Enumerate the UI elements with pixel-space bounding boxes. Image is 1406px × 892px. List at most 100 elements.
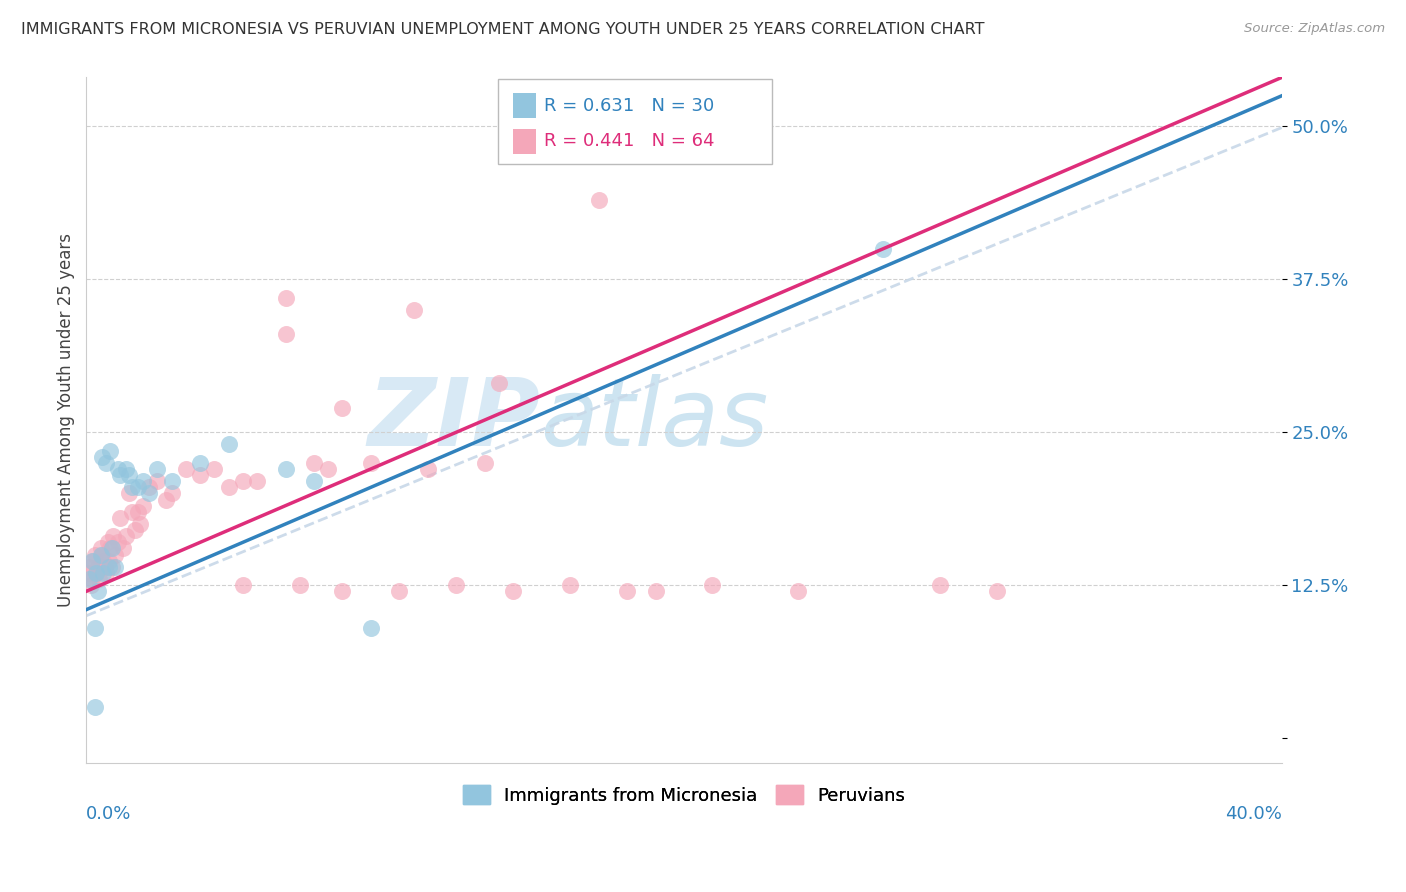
Point: [79, 578, 101, 592]
Point: [121, 505, 143, 519]
Text: 0.0%: 0.0%: [86, 805, 132, 823]
Point: [86, 559, 108, 574]
Point: [218, 437, 240, 451]
Point: [89, 548, 111, 562]
Point: [97, 535, 120, 549]
Point: [93, 566, 115, 580]
Legend: Immigrants from Micronesia, Peruvians: Immigrants from Micronesia, Peruvians: [456, 778, 912, 812]
Point: [416, 462, 439, 476]
Point: [83, 700, 105, 714]
Point: [360, 621, 382, 635]
Point: [104, 559, 127, 574]
Point: [101, 559, 124, 574]
Point: [101, 541, 124, 556]
Point: [103, 529, 125, 543]
Point: [100, 443, 122, 458]
Point: [160, 474, 183, 488]
Point: [127, 480, 149, 494]
Point: [402, 302, 425, 317]
Point: [332, 401, 354, 415]
Point: [146, 462, 169, 476]
Point: [96, 566, 118, 580]
Point: [188, 468, 211, 483]
Point: [316, 462, 339, 476]
Point: [115, 462, 138, 476]
Point: [110, 468, 132, 483]
Point: [82, 554, 104, 568]
Point: [702, 578, 724, 592]
Point: [246, 474, 269, 488]
Point: [80, 572, 103, 586]
Point: [83, 548, 105, 562]
Point: [98, 554, 121, 568]
Point: [118, 468, 141, 483]
Point: [160, 486, 183, 500]
Point: [502, 584, 524, 599]
Point: [616, 584, 638, 599]
Point: [87, 572, 110, 586]
Point: [986, 584, 1008, 599]
Point: [288, 578, 311, 592]
Point: [127, 505, 149, 519]
Point: [132, 499, 155, 513]
Point: [232, 474, 254, 488]
Point: [107, 462, 129, 476]
Point: [132, 474, 155, 488]
Point: [77, 559, 100, 574]
Point: [107, 535, 129, 549]
Point: [332, 584, 354, 599]
Point: [77, 572, 100, 586]
Point: [91, 548, 114, 562]
Point: [302, 456, 325, 470]
Point: [118, 486, 141, 500]
Point: [83, 621, 105, 635]
Point: [274, 462, 297, 476]
Point: [274, 327, 297, 342]
Point: [104, 548, 127, 562]
Point: [138, 486, 160, 500]
Point: [93, 554, 115, 568]
Text: ZIP: ZIP: [368, 374, 540, 466]
Point: [89, 541, 111, 556]
Point: [84, 566, 107, 580]
Text: Source: ZipAtlas.com: Source: ZipAtlas.com: [1244, 22, 1385, 36]
Point: [91, 450, 114, 464]
Point: [94, 559, 117, 574]
Point: [84, 566, 107, 580]
Point: [188, 456, 211, 470]
Point: [76, 566, 98, 580]
Point: [786, 584, 808, 599]
Point: [560, 578, 582, 592]
Text: 40.0%: 40.0%: [1225, 805, 1282, 823]
Point: [388, 584, 411, 599]
Point: [80, 554, 103, 568]
Text: R = 0.631   N = 30: R = 0.631 N = 30: [544, 96, 714, 115]
Point: [146, 474, 169, 488]
Point: [96, 456, 118, 470]
Point: [129, 516, 152, 531]
Text: R = 0.441   N = 64: R = 0.441 N = 64: [544, 132, 714, 151]
Point: [644, 584, 666, 599]
Point: [138, 480, 160, 494]
Point: [218, 480, 240, 494]
Point: [112, 541, 135, 556]
Point: [124, 523, 146, 537]
Point: [446, 578, 468, 592]
Point: [98, 559, 121, 574]
Point: [488, 376, 510, 391]
Point: [474, 456, 496, 470]
Point: [360, 456, 382, 470]
Point: [929, 578, 952, 592]
Point: [588, 193, 610, 207]
Point: [110, 511, 132, 525]
Y-axis label: Unemployment Among Youth under 25 years: Unemployment Among Youth under 25 years: [58, 233, 75, 607]
Point: [155, 492, 177, 507]
Point: [302, 474, 325, 488]
Point: [872, 242, 894, 256]
Point: [100, 541, 122, 556]
Point: [202, 462, 225, 476]
Point: [174, 462, 197, 476]
Point: [232, 578, 254, 592]
Text: IMMIGRANTS FROM MICRONESIA VS PERUVIAN UNEMPLOYMENT AMONG YOUTH UNDER 25 YEARS C: IMMIGRANTS FROM MICRONESIA VS PERUVIAN U…: [21, 22, 984, 37]
Point: [121, 480, 143, 494]
